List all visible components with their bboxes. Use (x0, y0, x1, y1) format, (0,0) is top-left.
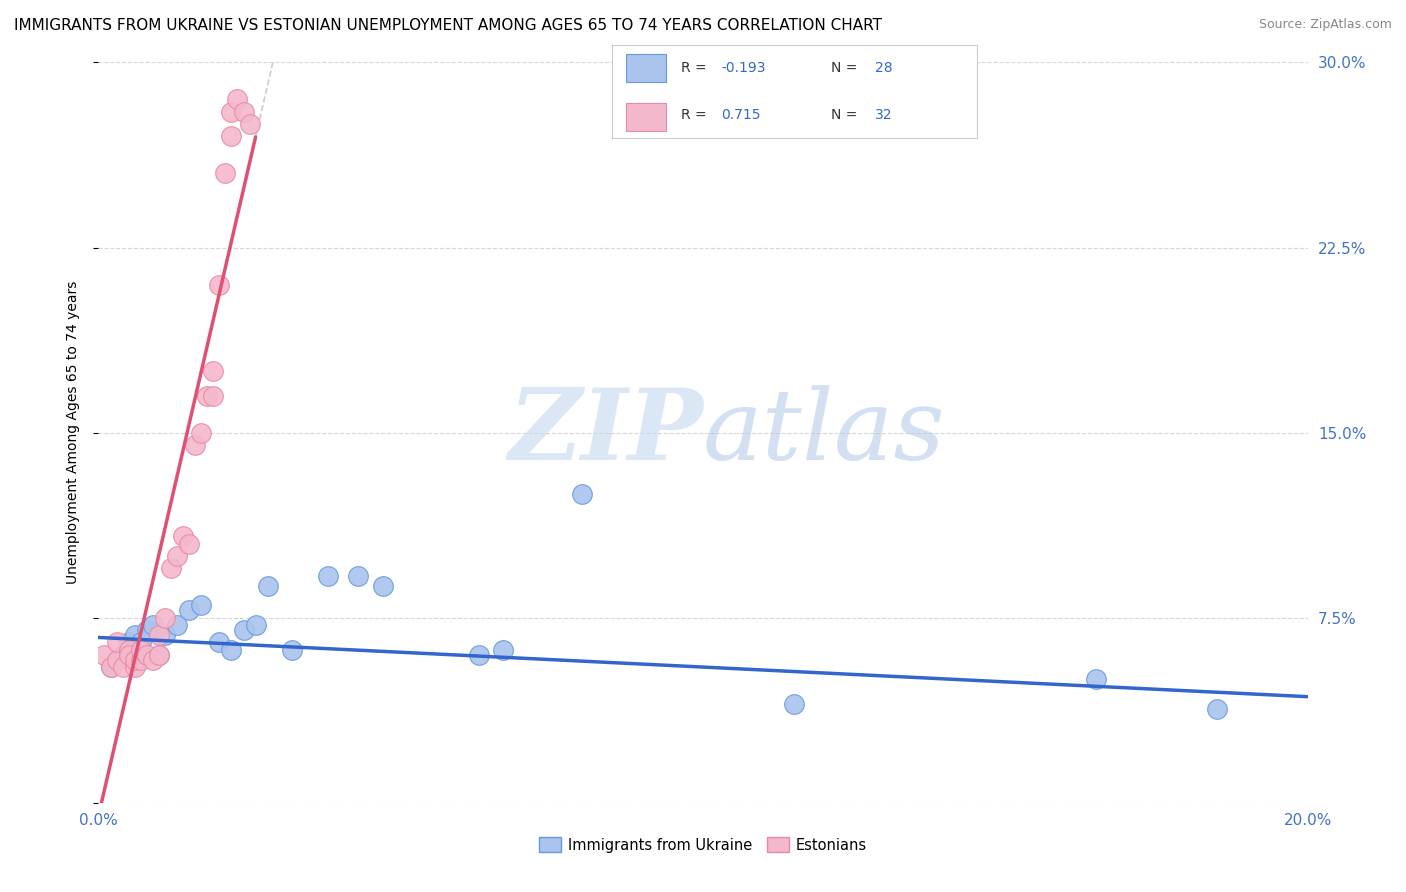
Point (172, 529, 194, 543)
Legend: Immigrants from Ukraine, Estonians: Immigrants from Ukraine, Estonians (533, 831, 873, 858)
Point (184, 438, 207, 452)
Point (118, 648, 141, 662)
Text: -0.193: -0.193 (721, 61, 766, 75)
Point (221, 129, 243, 144)
Point (166, 549, 188, 563)
Point (190, 425, 212, 440)
Point (135, 648, 157, 662)
Point (571, 487, 593, 501)
Point (124, 660, 146, 674)
Text: R =: R = (681, 108, 716, 122)
Point (214, 166, 236, 180)
Text: Source: ZipAtlas.com: Source: ZipAtlas.com (1258, 18, 1392, 31)
Text: R =: R = (681, 61, 711, 75)
Point (142, 618, 165, 632)
Point (226, 92, 249, 106)
Point (148, 648, 170, 662)
Text: 28: 28 (875, 61, 893, 75)
Point (190, 599, 212, 613)
Text: IMMIGRANTS FROM UKRAINE VS ESTONIAN UNEMPLOYMENT AMONG AGES 65 TO 74 YEARS CORRE: IMMIGRANTS FROM UKRAINE VS ESTONIAN UNEM… (14, 18, 882, 33)
Point (371, 579, 394, 593)
Point (111, 660, 134, 674)
Point (783, 697, 806, 711)
Point (492, 642, 515, 657)
Point (239, 117, 262, 131)
Point (208, 635, 231, 649)
Point (221, 104, 243, 119)
Point (256, 579, 278, 593)
Point (153, 610, 176, 624)
Point (129, 642, 152, 657)
Point (221, 642, 243, 657)
Point (142, 653, 165, 667)
Point (245, 618, 267, 632)
Point (100, 660, 122, 674)
Point (1206, 702, 1229, 716)
Point (179, 603, 201, 617)
Point (208, 277, 231, 292)
Text: atlas: atlas (703, 385, 946, 480)
Point (93, 648, 115, 662)
Point (1085, 673, 1108, 687)
Point (232, 104, 254, 119)
Point (135, 623, 157, 637)
Point (160, 561, 183, 575)
Point (148, 628, 170, 642)
Point (105, 653, 128, 667)
Point (153, 628, 176, 642)
Point (129, 653, 152, 667)
Text: 32: 32 (875, 108, 893, 122)
Point (148, 648, 170, 662)
Point (202, 364, 225, 378)
Point (179, 536, 201, 550)
Point (118, 642, 141, 657)
Text: 0.715: 0.715 (721, 108, 761, 122)
Point (232, 623, 254, 637)
Point (124, 653, 146, 667)
Text: N =: N = (831, 108, 862, 122)
Point (124, 628, 146, 642)
Point (195, 388, 218, 402)
Bar (626, 103, 666, 131)
Point (118, 635, 141, 649)
Point (111, 648, 134, 662)
Point (105, 635, 128, 649)
Text: ZIP: ZIP (508, 384, 703, 481)
Point (105, 653, 128, 667)
Point (468, 648, 491, 662)
Point (166, 618, 188, 632)
Point (202, 388, 225, 402)
Y-axis label: Unemployment Among Ages 65 to 74 years: Unemployment Among Ages 65 to 74 years (66, 281, 80, 584)
Text: N =: N = (831, 61, 862, 75)
Point (281, 642, 304, 657)
Point (347, 568, 370, 582)
Bar (626, 54, 666, 82)
Point (316, 568, 339, 582)
Point (100, 660, 122, 674)
Point (129, 635, 152, 649)
